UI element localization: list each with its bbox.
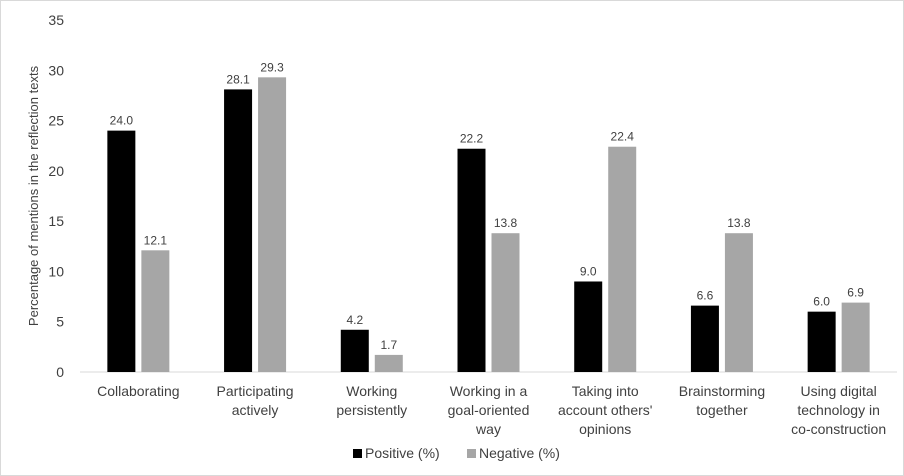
x-category-label: Brainstorming together xyxy=(679,383,765,418)
legend-swatch xyxy=(467,449,476,458)
bar-positive xyxy=(807,311,836,372)
y-axis-title: Percentage of mentions in the reflection… xyxy=(26,65,41,326)
x-category-label: Collaborating xyxy=(97,383,180,399)
legend-swatch xyxy=(353,449,362,458)
x-category-label-line: together xyxy=(696,402,748,418)
x-category-label-line: opinions xyxy=(579,421,631,437)
bar-positive xyxy=(224,89,253,372)
y-tick-label: 5 xyxy=(56,314,64,330)
x-category-label-line: persistently xyxy=(336,402,407,418)
bar-negative xyxy=(841,302,870,372)
bar-negative xyxy=(724,233,753,372)
x-category-label: Working persistently xyxy=(336,383,407,418)
data-label: 13.8 xyxy=(494,216,518,230)
x-category-label-line: Participating xyxy=(217,383,294,399)
y-tick-label: 25 xyxy=(48,113,64,129)
x-category-label-line: Using digital xyxy=(801,383,877,399)
x-category-label-line: account others' xyxy=(558,402,653,418)
data-label: 13.8 xyxy=(727,216,751,230)
data-label: 28.1 xyxy=(226,72,250,86)
data-label: 24.0 xyxy=(110,114,134,128)
x-category-label-line: co-construction xyxy=(791,421,886,437)
x-category-label-line: Working in a xyxy=(450,383,528,399)
x-category-label-line: way xyxy=(475,421,501,437)
bar-positive xyxy=(690,305,719,372)
data-label: 12.1 xyxy=(144,233,168,247)
bar-positive xyxy=(107,130,136,372)
legend-label: Negative (%) xyxy=(479,445,560,461)
data-label: 4.2 xyxy=(346,313,363,327)
x-category-label-line: Taking into xyxy=(572,383,639,399)
data-label: 6.6 xyxy=(697,289,714,303)
x-category-label-line: technology in xyxy=(797,402,880,418)
data-label: 9.0 xyxy=(580,264,597,278)
x-category-label-line: actively xyxy=(232,402,279,418)
data-label: 6.0 xyxy=(813,295,830,309)
y-tick-label: 20 xyxy=(48,163,64,179)
legend-label: Positive (%) xyxy=(365,445,440,461)
bar-negative xyxy=(374,354,403,372)
bar-negative xyxy=(608,146,637,372)
data-label: 22.4 xyxy=(611,130,635,144)
x-category-label: Participating actively xyxy=(217,383,294,418)
data-label: 29.3 xyxy=(260,60,284,74)
x-category-label: Taking into account others' opinions xyxy=(558,383,653,437)
x-category-label: Working in a goal-oriented way xyxy=(448,383,530,437)
data-label: 6.9 xyxy=(847,286,864,300)
x-category-label-line: Brainstorming xyxy=(679,383,765,399)
x-category-label-line: goal-oriented xyxy=(448,402,530,418)
x-category-label-line: Collaborating xyxy=(97,383,180,399)
bar-negative xyxy=(258,77,287,372)
bar-negative xyxy=(491,233,520,372)
bar-positive xyxy=(457,148,486,372)
data-label: 22.2 xyxy=(460,132,484,146)
y-tick-label: 10 xyxy=(48,263,64,279)
x-category-label: Using digital technology in co-constructio… xyxy=(791,383,886,437)
bar-positive xyxy=(574,281,603,372)
data-label: 1.7 xyxy=(380,338,397,352)
y-tick-label: 30 xyxy=(48,62,64,78)
bar-negative xyxy=(141,250,170,372)
y-tick-label: 35 xyxy=(48,12,64,28)
y-tick-label: 15 xyxy=(48,213,64,229)
bar-positive xyxy=(340,329,369,372)
x-category-label-line: Working xyxy=(346,383,397,399)
y-tick-label: 0 xyxy=(56,364,64,380)
